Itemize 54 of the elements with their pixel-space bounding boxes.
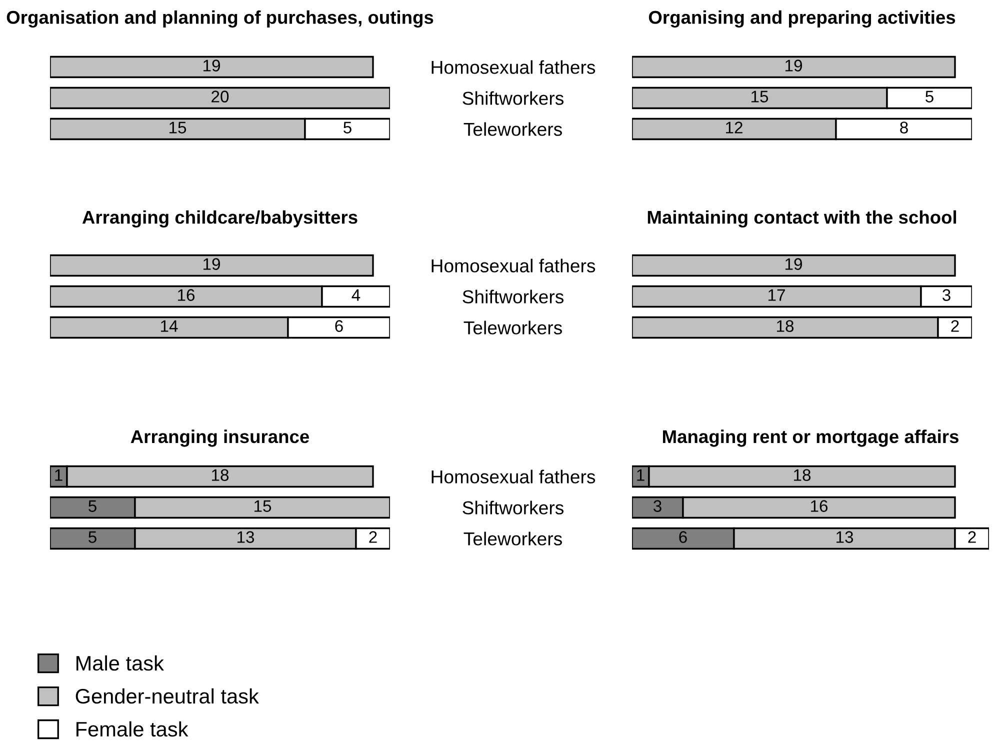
bar bbox=[632, 254, 956, 277]
data-label: 2 bbox=[968, 531, 976, 543]
data-label: 18 bbox=[794, 469, 811, 481]
data-label: 19 bbox=[786, 60, 802, 72]
data-label: 1 bbox=[637, 469, 644, 481]
chart-title: Organisation and planning of purchases, outings bbox=[6, 10, 434, 28]
data-label: 19 bbox=[786, 258, 802, 270]
data-label: 4 bbox=[352, 289, 360, 301]
legend-label: Gender-neutral task bbox=[76, 688, 259, 704]
y-tick-label: Homosexual fathers bbox=[432, 60, 596, 74]
chart-title: Arranging insurance bbox=[130, 430, 310, 447]
data-label: 3 bbox=[942, 289, 950, 301]
data-label: 14 bbox=[161, 320, 178, 332]
data-label: 16 bbox=[811, 500, 828, 512]
y-tick-label: Teleworkers bbox=[464, 532, 562, 546]
data-label: 2 bbox=[951, 320, 959, 332]
y-tick-label: Homosexual fathers bbox=[432, 258, 596, 272]
legend-label: Female task bbox=[76, 721, 188, 737]
bar bbox=[50, 254, 374, 277]
legend-label: Male task bbox=[76, 655, 164, 671]
chart-title: Maintaining contact with the school bbox=[648, 210, 956, 228]
data-label: 5 bbox=[88, 531, 96, 543]
data-label: 15 bbox=[170, 122, 186, 134]
data-label: 3 bbox=[654, 500, 662, 512]
bar bbox=[632, 56, 956, 78]
data-label: 1 bbox=[55, 469, 62, 481]
data-label: 15 bbox=[752, 90, 768, 102]
chart-title: Arranging childcare/babysitters bbox=[82, 210, 358, 228]
data-label: 5 bbox=[344, 122, 352, 134]
y-tick-label: Teleworkers bbox=[464, 320, 562, 334]
y-tick-label: Shiftworkers bbox=[462, 500, 564, 514]
data-label: 18 bbox=[212, 469, 229, 481]
y-tick-label: Shiftworkers bbox=[462, 290, 564, 304]
data-label: 6 bbox=[335, 320, 343, 332]
data-label: 17 bbox=[768, 289, 785, 301]
data-label: 18 bbox=[777, 320, 794, 332]
y-tick-label: Shiftworkers bbox=[462, 91, 564, 105]
data-label: 19 bbox=[204, 60, 220, 72]
y-tick-label: Homosexual fathers bbox=[432, 470, 596, 484]
chart-title: Organising and preparing activities bbox=[648, 10, 956, 28]
y-tick-label: Teleworkers bbox=[464, 122, 562, 136]
data-label: 15 bbox=[254, 500, 272, 512]
data-label: 13 bbox=[836, 531, 854, 543]
data-label: 6 bbox=[679, 531, 687, 543]
chart-title: Managing rent or mortgage affairs bbox=[663, 430, 958, 447]
data-label: 20 bbox=[212, 90, 229, 102]
data-label: 8 bbox=[900, 122, 908, 134]
data-label: 13 bbox=[238, 531, 254, 543]
data-label: 16 bbox=[178, 289, 195, 301]
data-label: 5 bbox=[88, 500, 96, 512]
data-label: 19 bbox=[204, 258, 220, 270]
data-label: 5 bbox=[926, 90, 934, 102]
data-label: 2 bbox=[369, 531, 377, 543]
data-label: 12 bbox=[726, 122, 742, 134]
